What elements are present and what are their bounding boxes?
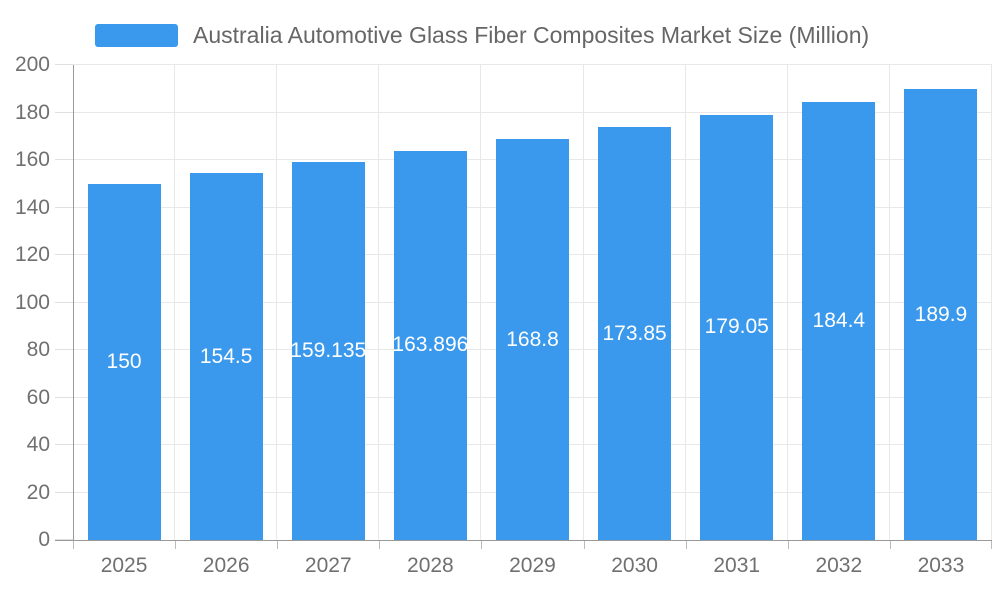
x-axis-tick: [787, 540, 789, 549]
plot-area: 0 20 40 60 80 100 120 140 160 180 200 150 2025 154.5 2…: [15, 53, 992, 577]
bar[interactable]: 179.05: [700, 114, 774, 540]
bar[interactable]: 189.9: [904, 89, 978, 540]
bar-value-label: 154.5: [199, 344, 253, 368]
legend[interactable]: Australia Automotive Glass Fiber Composi…: [95, 22, 869, 49]
grid-line-vertical: [378, 65, 380, 540]
x-axis-tick: [175, 540, 177, 549]
y-axis-label: 0: [38, 528, 50, 551]
bar-value-label: 173.85: [602, 321, 667, 345]
grid-line-vertical: [582, 65, 584, 540]
bar[interactable]: 150: [87, 183, 161, 540]
y-axis-label: 140: [14, 195, 50, 219]
x-axis-label: 2027: [304, 554, 352, 577]
y-axis-label: 200: [14, 53, 50, 76]
x-axis-label: 2032: [815, 554, 863, 577]
x-axis-label: 2026: [202, 554, 250, 577]
grid-line-vertical: [786, 65, 788, 540]
bar-value-label: 168.8: [506, 327, 559, 351]
bar[interactable]: 168.8: [496, 139, 569, 540]
bar-value-label: 189.9: [914, 302, 968, 326]
x-axis-tick: [685, 540, 687, 549]
y-axis-label: 120: [14, 243, 50, 266]
x-axis-tick: [73, 540, 74, 549]
grid-line-horizontal: [73, 64, 992, 65]
x-axis-label: 2025: [100, 554, 148, 577]
y-axis-tick: [55, 491, 73, 493]
grid-line-horizontal: [73, 111, 992, 113]
y-axis-tick: [55, 159, 73, 160]
grid-line-vertical: [888, 65, 890, 540]
y-axis-tick: [55, 64, 73, 65]
legend-swatch: [95, 24, 178, 47]
x-axis-label: 2028: [407, 554, 454, 577]
bar-value-label: 163.896: [393, 333, 467, 357]
y-axis-label: 160: [14, 148, 50, 171]
legend-label: Australia Automotive Glass Fiber Composi…: [193, 22, 870, 48]
y-axis-tick: [55, 396, 73, 398]
bar-value-label: 179.05: [704, 315, 769, 339]
bar-value-label: 159.135: [291, 339, 365, 363]
grid-line-vertical: [684, 65, 686, 540]
y-axis-tick: [55, 349, 73, 350]
y-axis-tick: [55, 539, 73, 540]
y-axis-label: 40: [26, 433, 50, 456]
y-axis-tick: [55, 206, 73, 208]
x-axis-tick: [583, 540, 585, 549]
bar[interactable]: 154.5: [189, 173, 263, 540]
x-axis-tick: [481, 540, 483, 549]
bar[interactable]: 184.4: [802, 102, 876, 540]
x-axis-tick: [277, 540, 279, 549]
y-axis-label: 180: [14, 100, 50, 124]
x-axis-label: 2030: [611, 554, 658, 577]
y-axis-tick: [55, 254, 73, 255]
grid-line-vertical: [991, 65, 992, 540]
x-axis-label: 2029: [509, 554, 556, 577]
grid-line-vertical: [480, 65, 482, 540]
bar[interactable]: 163.896: [393, 150, 467, 540]
x-axis-label: 2033: [917, 554, 965, 577]
x-axis-tick: [889, 540, 891, 549]
x-axis-label: 2031: [713, 554, 761, 577]
x-axis-tick: [379, 540, 381, 549]
grid-line-vertical: [174, 65, 176, 540]
y-axis-tick: [55, 444, 73, 445]
y-axis-line: [73, 65, 74, 540]
bar-value-label: 150: [106, 349, 142, 373]
x-axis-tick: [991, 540, 992, 549]
y-axis-label: 60: [26, 385, 50, 409]
y-axis-tick: [55, 111, 73, 113]
y-axis-label: 100: [14, 290, 50, 314]
bar[interactable]: 173.85: [598, 127, 672, 540]
y-axis-label: 20: [26, 480, 50, 504]
grid-line-vertical: [276, 65, 278, 540]
bar[interactable]: 159.135: [291, 162, 365, 540]
y-axis-label: 80: [26, 338, 50, 361]
y-axis-tick: [55, 301, 73, 303]
x-axis-line: [55, 540, 992, 541]
bar-value-label: 184.4: [812, 309, 866, 333]
